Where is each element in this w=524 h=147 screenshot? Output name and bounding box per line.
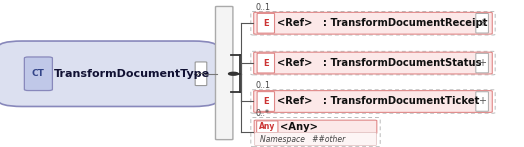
Text: 0..*: 0..* <box>256 108 270 117</box>
Text: −: − <box>197 69 205 79</box>
Text: <Any>: <Any> <box>280 122 318 132</box>
FancyBboxPatch shape <box>195 62 207 86</box>
Circle shape <box>228 72 238 75</box>
FancyBboxPatch shape <box>257 13 275 33</box>
Text: Any: Any <box>259 122 276 131</box>
Text: E: E <box>263 59 269 68</box>
FancyBboxPatch shape <box>0 41 218 106</box>
FancyBboxPatch shape <box>251 51 495 75</box>
FancyBboxPatch shape <box>476 14 488 33</box>
FancyBboxPatch shape <box>254 91 492 112</box>
Text: +: + <box>478 96 486 106</box>
FancyBboxPatch shape <box>476 92 488 111</box>
FancyBboxPatch shape <box>24 57 52 91</box>
Text: 0..1: 0..1 <box>256 81 271 90</box>
FancyBboxPatch shape <box>257 121 278 133</box>
FancyBboxPatch shape <box>215 6 233 140</box>
FancyBboxPatch shape <box>251 117 380 147</box>
FancyBboxPatch shape <box>251 11 495 35</box>
Text: +: + <box>478 18 486 28</box>
Text: +: + <box>478 58 486 68</box>
FancyBboxPatch shape <box>255 132 376 146</box>
FancyBboxPatch shape <box>257 53 275 73</box>
FancyBboxPatch shape <box>254 12 492 34</box>
Text: <Ref>   : TransformDocumentReceipt: <Ref> : TransformDocumentReceipt <box>277 18 487 28</box>
Text: <Ref>   : TransformDocumentStatus: <Ref> : TransformDocumentStatus <box>277 58 482 68</box>
Text: E: E <box>263 19 269 28</box>
FancyBboxPatch shape <box>254 120 377 133</box>
Text: <Ref>   : TransformDocumentTicket: <Ref> : TransformDocumentTicket <box>277 96 479 106</box>
FancyBboxPatch shape <box>251 90 495 113</box>
FancyBboxPatch shape <box>257 92 275 111</box>
FancyBboxPatch shape <box>254 52 492 74</box>
Text: CT: CT <box>32 69 45 78</box>
FancyBboxPatch shape <box>476 53 488 73</box>
Text: 0..1: 0..1 <box>256 2 271 11</box>
Text: E: E <box>263 97 269 106</box>
Text: TransformDocumentType: TransformDocumentType <box>54 69 210 79</box>
Text: Namespace   ##other: Namespace ##other <box>260 135 345 143</box>
